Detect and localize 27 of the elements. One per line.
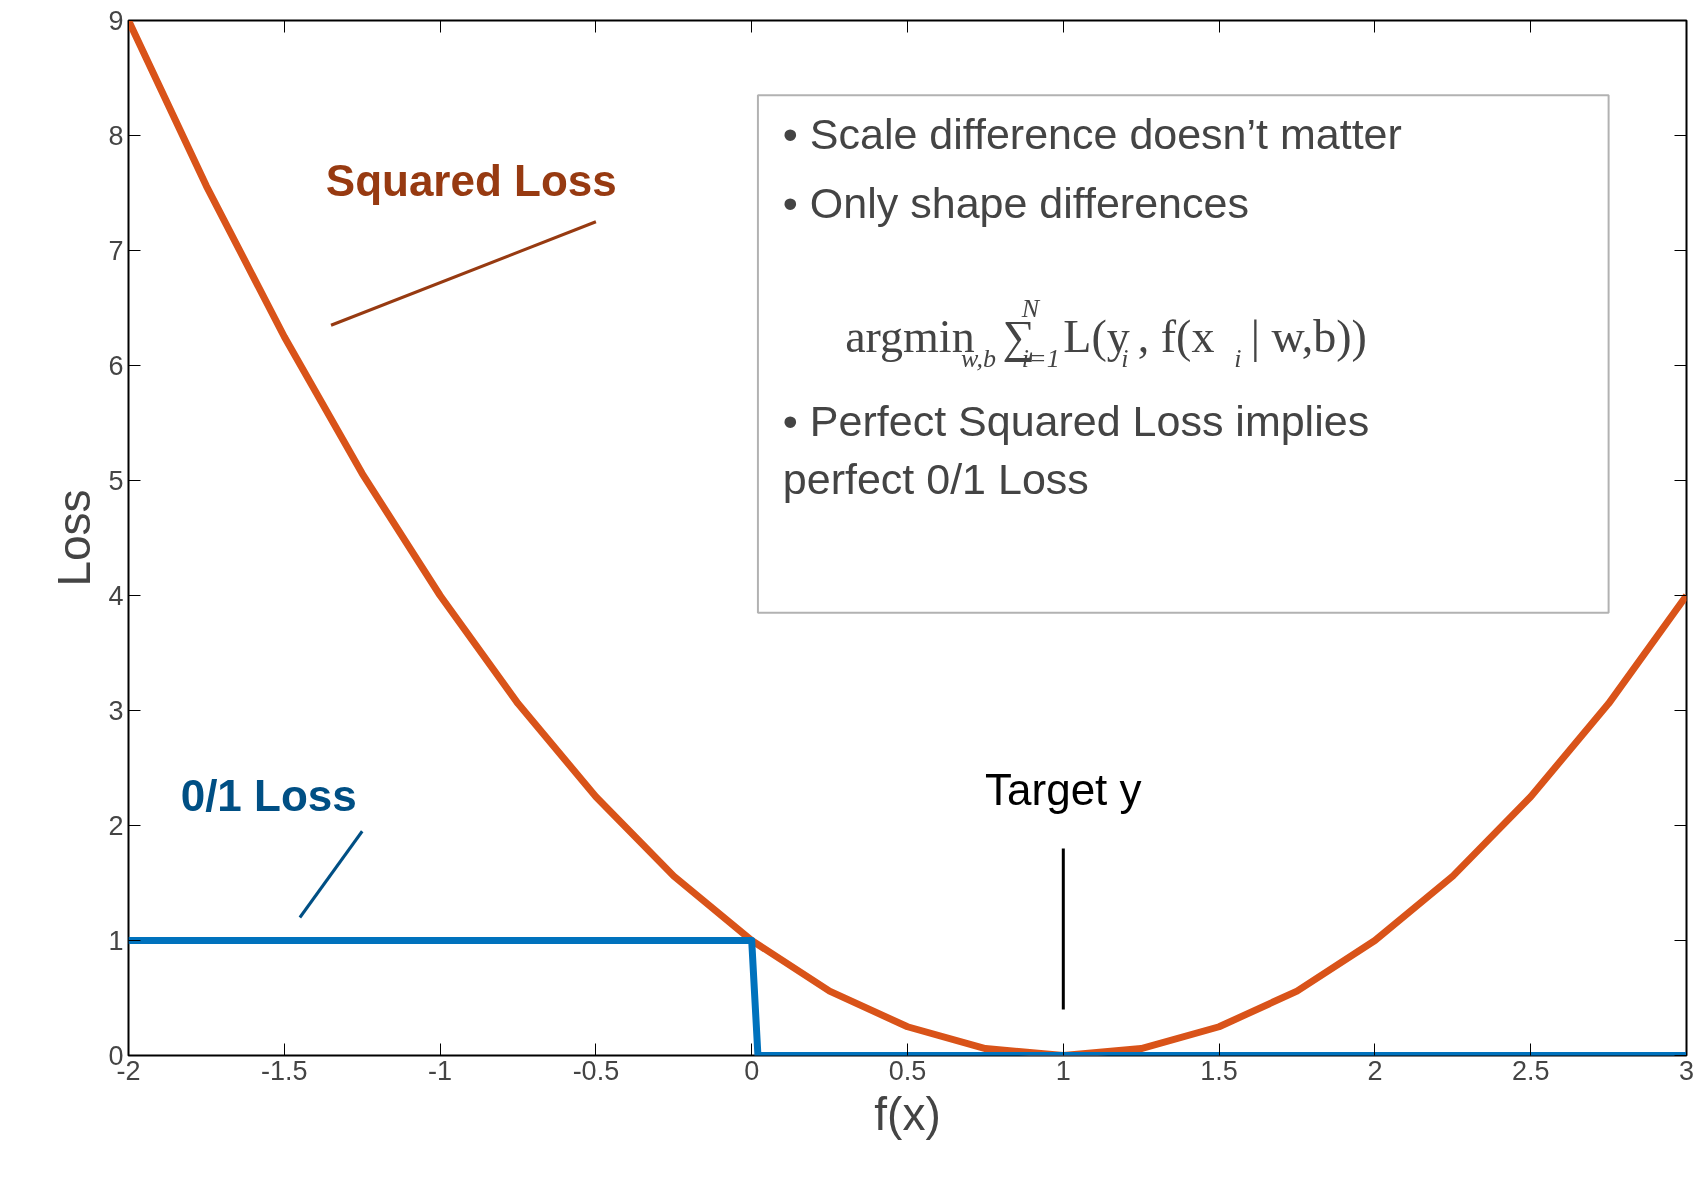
x-tick-label: -1.5 xyxy=(261,1055,308,1086)
y-tick-label: 8 xyxy=(108,121,124,151)
y-tick-label: 1 xyxy=(108,926,124,956)
x-tick-label: -1 xyxy=(428,1055,453,1086)
x-axis-title: f(x) xyxy=(874,1087,941,1140)
annotation: • Scale difference doesn’t matter xyxy=(782,109,1402,158)
y-tick-label: 3 xyxy=(108,696,124,726)
y-tick-label: 5 xyxy=(108,466,124,496)
y-tick-label: 6 xyxy=(108,351,124,381)
y-tick-label: 7 xyxy=(108,236,124,266)
annotation: Squared Loss xyxy=(325,155,617,205)
x-tick-label: 1 xyxy=(1055,1055,1071,1086)
x-tick-label: 0 xyxy=(744,1055,760,1086)
x-tick-label: 1.5 xyxy=(1200,1055,1238,1086)
x-tick-label: 0.5 xyxy=(888,1055,927,1086)
y-axis-title: Loss xyxy=(48,489,101,587)
x-tick-label: 2 xyxy=(1367,1055,1383,1086)
y-tick-label: 2 xyxy=(108,811,124,841)
y-tick-label: 9 xyxy=(108,6,124,36)
x-tick-label: 3 xyxy=(1678,1055,1695,1086)
annotation: 0/1 Loss xyxy=(180,770,357,820)
annotation: • Only shape differences xyxy=(782,178,1249,227)
annotation: • Perfect Squared Loss implies perfect 0/1 Loss xyxy=(782,397,1370,503)
x-tick-label: 2.5 xyxy=(1511,1055,1550,1086)
x-tick-label: -0.5 xyxy=(572,1055,620,1086)
annotation: Target y xyxy=(985,765,1142,814)
y-tick-label: 4 xyxy=(108,581,124,611)
